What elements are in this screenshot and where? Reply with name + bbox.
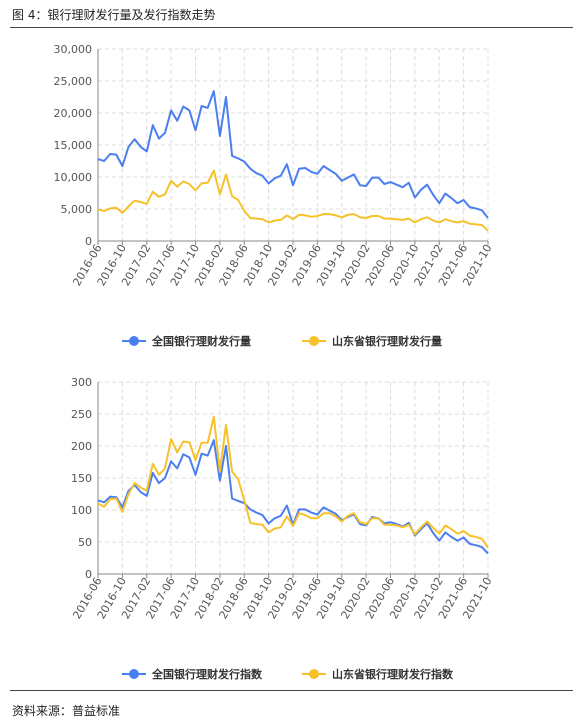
y-tick-label: 20,000 (54, 107, 93, 120)
bottom-rule (10, 690, 573, 691)
legend-label-2: 山东省银行理财发行量 (332, 334, 442, 348)
series-line-2 (97, 169, 489, 232)
legend-marker-1 (129, 336, 139, 346)
legend-marker-2 (309, 669, 319, 679)
legend-label-1: 全国银行理财发行指数 (151, 667, 263, 681)
y-tick-label: 30,000 (54, 43, 93, 56)
series-line-1 (97, 90, 489, 219)
y-tick-label: 5,000 (61, 203, 93, 216)
y-tick-label: 10,000 (54, 171, 93, 184)
y-tick-label: 50 (78, 536, 92, 549)
figure-title: 图 4：银行理财发行量及发行指数走势 (12, 8, 216, 22)
legend-marker-1 (129, 669, 139, 679)
legend-marker-2 (309, 336, 319, 346)
source-note: 资料来源：普益标准 (12, 704, 121, 718)
y-tick-label: 300 (71, 376, 92, 389)
chart-issuance-index: 0501001502002503002016-062016-102017-022… (70, 376, 494, 681)
y-tick-label: 200 (71, 440, 92, 453)
y-tick-label: 100 (71, 504, 92, 517)
chart-issuance-volume: 05,00010,00015,00020,00025,00030,0002016… (54, 43, 495, 348)
top-rule (10, 27, 573, 28)
legend-label-1: 全国银行理财发行量 (151, 334, 251, 348)
y-tick-label: 0 (85, 235, 92, 248)
y-tick-label: 250 (71, 408, 92, 421)
y-tick-label: 15,000 (54, 139, 93, 152)
legend-label-2: 山东省银行理财发行指数 (332, 667, 454, 681)
y-tick-label: 25,000 (54, 75, 93, 88)
y-tick-label: 0 (85, 568, 92, 581)
series-line-2 (97, 415, 489, 549)
y-tick-label: 150 (71, 472, 92, 485)
